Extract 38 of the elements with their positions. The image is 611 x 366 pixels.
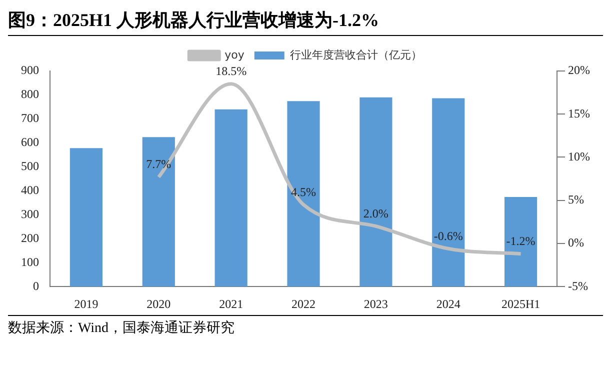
y-tick-label: 900 <box>21 63 39 78</box>
source-note: 数据来源：Wind，国泰海通证券研究 <box>8 319 236 337</box>
y2-tick-label: 0% <box>568 236 584 250</box>
chart-title: 图9：2025H1 人形机器人行业营收增速为-1.2% <box>8 8 603 36</box>
bar <box>360 97 392 287</box>
bar <box>214 109 248 287</box>
x-tick-label: 2024 <box>436 296 460 311</box>
y-tick-label: 600 <box>21 135 39 150</box>
y-tick-label: 800 <box>21 87 39 102</box>
y-tick-label: 700 <box>21 111 39 126</box>
data-label: -0.6% <box>434 228 463 243</box>
bar <box>70 148 103 287</box>
x-tick-label: 2021 <box>219 296 244 311</box>
data-label: 18.5% <box>216 64 247 78</box>
data-label: 2.0% <box>363 206 388 220</box>
y-tick-label: 0 <box>33 278 39 293</box>
legend-label: yoy <box>224 48 245 62</box>
bar <box>142 137 175 287</box>
y-tick-label: 100 <box>21 254 39 269</box>
y-tick-label: 400 <box>21 182 39 197</box>
y2-tick-label: 10% <box>568 149 590 164</box>
bar <box>504 197 538 287</box>
y2-tick-label: 15% <box>568 106 590 120</box>
x-tick-label: 2025H1 <box>501 296 540 311</box>
y-tick-label: 500 <box>21 158 39 173</box>
y2-tick-label: -5% <box>568 278 588 293</box>
x-tick-label: 2022 <box>292 296 316 311</box>
legend-label: 行业年度营收合计（亿元） <box>290 48 422 62</box>
x-tick-label: 2019 <box>74 296 98 311</box>
y-tick-label: 200 <box>21 230 39 245</box>
y2-tick-label: 5% <box>568 192 584 207</box>
x-tick-label: 2023 <box>364 296 388 311</box>
x-tick-label: 2020 <box>146 296 171 311</box>
y2-tick-label: 20% <box>568 63 590 78</box>
data-label: -1.2% <box>506 234 536 248</box>
bar <box>287 101 320 287</box>
bar <box>432 98 465 287</box>
y-tick-label: 300 <box>21 206 39 221</box>
